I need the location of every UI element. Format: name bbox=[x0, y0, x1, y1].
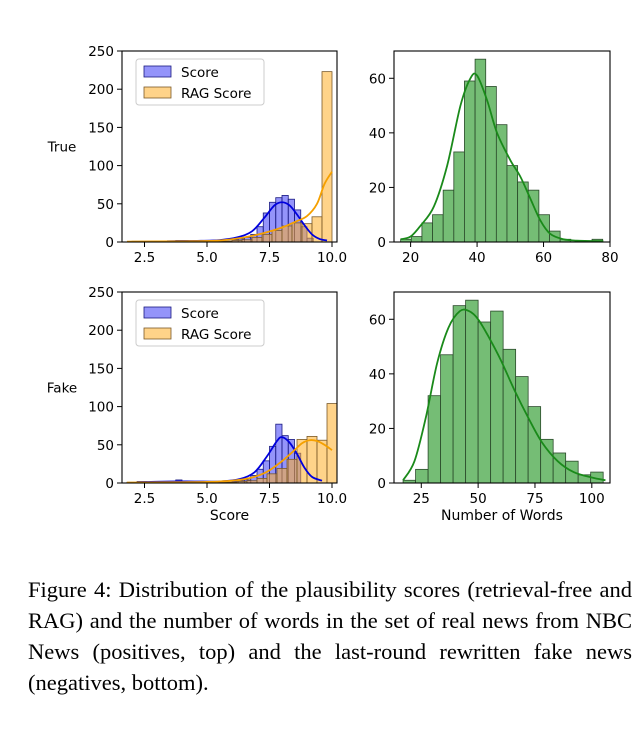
histogram-bar bbox=[281, 225, 293, 243]
legend-label: RAG Score bbox=[181, 327, 251, 343]
x-tick-label: 2.5 bbox=[134, 491, 155, 507]
y-tick-label: 200 bbox=[88, 323, 114, 339]
x-axis-label: Number of Words bbox=[441, 508, 563, 524]
plot-frame bbox=[393, 291, 611, 484]
y-tick-label: 150 bbox=[88, 361, 114, 377]
legend-swatch bbox=[143, 65, 172, 78]
x-tick-label: 60 bbox=[535, 250, 552, 266]
x-tick-label: 25 bbox=[413, 491, 430, 507]
plot-frame bbox=[121, 291, 338, 484]
histogram-bar bbox=[474, 58, 487, 243]
histogram-bar bbox=[261, 233, 273, 243]
histogram-bar bbox=[465, 299, 479, 484]
histogram-bar bbox=[490, 310, 504, 484]
y-tick-label: 0 bbox=[377, 235, 386, 251]
y-tick-label: 60 bbox=[369, 71, 386, 87]
kde-curve bbox=[400, 72, 604, 243]
histogram-bar bbox=[415, 468, 429, 484]
histogram-bar bbox=[410, 236, 423, 243]
plot-frame bbox=[121, 50, 338, 243]
legend-label: Score bbox=[181, 306, 219, 322]
histogram-bar bbox=[452, 305, 467, 484]
x-tick-label: 5.0 bbox=[196, 250, 217, 266]
panel-true-words: 0 20 40 60 20 40 60 80 bbox=[369, 50, 619, 266]
x-axis-label: Score bbox=[210, 508, 249, 524]
panel-true-score: 0 50 100 150 200 250 2.5 5.0 7.5 10.0 True Score RAG… bbox=[47, 44, 347, 266]
row-label: True bbox=[47, 140, 77, 156]
histogram-bar bbox=[251, 237, 263, 243]
x-tick-label: 50 bbox=[470, 491, 487, 507]
histogram-bar bbox=[421, 222, 433, 243]
y-tick-label: 60 bbox=[369, 312, 386, 328]
y-tick-label: 100 bbox=[88, 159, 114, 175]
histogram-bar bbox=[286, 458, 298, 484]
y-tick-label: 40 bbox=[369, 367, 386, 383]
histogram-bar bbox=[321, 71, 333, 243]
x-tick-label: 80 bbox=[601, 250, 618, 266]
histogram-bar bbox=[291, 222, 303, 243]
legend-label: Score bbox=[181, 65, 219, 81]
histogram-bar bbox=[256, 478, 268, 484]
legend-swatch bbox=[143, 86, 172, 99]
histogram-bar bbox=[427, 395, 442, 484]
y-tick-label: 250 bbox=[88, 44, 114, 60]
x-tick-label: 40 bbox=[468, 250, 485, 266]
x-tick-label: 5.0 bbox=[196, 491, 217, 507]
x-tick-label: 10.0 bbox=[317, 250, 347, 266]
panel-fake-words: 0 20 40 60 25 50 75 100 Number of Words bbox=[369, 291, 611, 524]
x-tick-label: 10.0 bbox=[317, 491, 347, 507]
y-tick-label: 20 bbox=[369, 180, 386, 196]
kde-curve bbox=[126, 439, 333, 484]
histogram-bar bbox=[453, 151, 465, 243]
histogram-bar bbox=[316, 439, 328, 484]
kde-curve bbox=[402, 308, 606, 482]
y-tick-label: 150 bbox=[88, 120, 114, 136]
x-tick-label: 100 bbox=[579, 491, 605, 507]
y-tick-label: 250 bbox=[88, 285, 114, 301]
histogram-bar bbox=[442, 189, 455, 243]
histogram-bar bbox=[477, 321, 492, 484]
histogram-bar bbox=[326, 403, 338, 484]
panel-fake-score: 0 50 100 150 200 250 2.5 5.0 7.5 10.0 Score Fake Sco… bbox=[47, 285, 347, 524]
x-tick-label: 7.5 bbox=[259, 250, 280, 266]
x-tick-label: 2.5 bbox=[134, 250, 155, 266]
histogram-bar bbox=[440, 354, 454, 484]
legend-swatch bbox=[143, 306, 172, 319]
y-tick-label: 0 bbox=[105, 476, 114, 492]
kde-curve bbox=[126, 171, 333, 243]
histogram-bar bbox=[464, 80, 476, 243]
y-tick-label: 50 bbox=[97, 197, 114, 213]
histogram-bar bbox=[266, 473, 278, 484]
y-tick-label: 0 bbox=[105, 235, 114, 251]
x-tick-label: 7.5 bbox=[259, 491, 280, 507]
y-tick-label: 100 bbox=[88, 400, 114, 416]
y-tick-label: 20 bbox=[369, 421, 386, 437]
figure-caption: Figure 4: Distribution of the plausibili… bbox=[28, 577, 632, 695]
x-tick-label: 75 bbox=[526, 491, 543, 507]
histogram-bar bbox=[540, 438, 554, 484]
x-tick-label: 20 bbox=[402, 250, 419, 266]
y-tick-label: 40 bbox=[369, 126, 386, 142]
legend-label: RAG Score bbox=[181, 86, 251, 102]
histogram-bar bbox=[485, 86, 497, 243]
histogram-bar bbox=[527, 406, 542, 484]
y-tick-label: 200 bbox=[88, 82, 114, 98]
histogram-bar bbox=[276, 468, 288, 484]
y-tick-label: 50 bbox=[97, 438, 114, 454]
histogram-bar bbox=[515, 376, 529, 484]
histogram-bar bbox=[271, 230, 283, 243]
plot-frame bbox=[393, 50, 611, 243]
row-label: Fake bbox=[47, 381, 77, 397]
histogram-bar bbox=[432, 214, 444, 243]
legend-swatch bbox=[143, 327, 172, 340]
y-tick-label: 0 bbox=[377, 476, 386, 492]
histogram-bar bbox=[506, 165, 519, 243]
